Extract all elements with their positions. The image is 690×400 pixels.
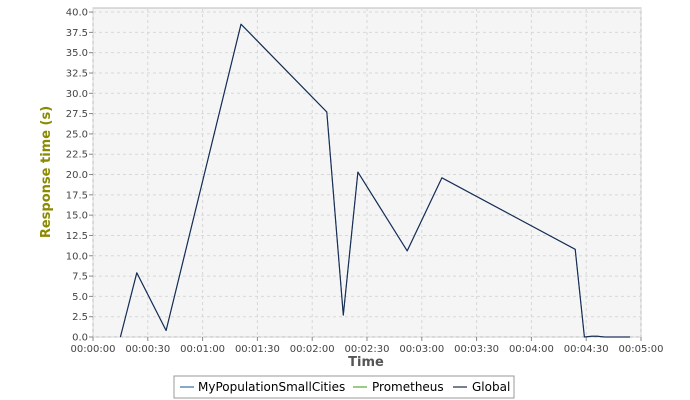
x-tick-label: 00:03:00: [399, 344, 444, 355]
y-tick-label: 10.0: [66, 251, 88, 262]
y-tick-label: 27.5: [66, 109, 88, 120]
y-axis: 0.0 2.5 5.0 7.5 10.0 12.5 15.0 17.5 20.0 22.5 25.0…: [66, 8, 93, 344]
y-tick-label: 15.0: [66, 211, 88, 222]
series-layer: [119, 23, 630, 338]
x-tick-label: 00:04:00: [509, 344, 554, 355]
y-axis-title: Response time (s): [39, 106, 54, 238]
y-tick-label: 5.0: [72, 292, 88, 303]
y-tick-label: 25.0: [66, 129, 88, 140]
legend-label-prometheus: Prometheus: [372, 380, 444, 394]
x-tick-label: 00:00:00: [71, 344, 116, 355]
x-tick-label: 00:01:00: [180, 344, 225, 355]
y-tick-label: 22.5: [66, 150, 88, 161]
legend-label-mypopulationsmallcities: MyPopulationSmallCities: [198, 380, 345, 394]
x-tick-label: 00:02:00: [290, 344, 335, 355]
y-tick-label: 17.5: [66, 190, 88, 201]
series-line-global: [119, 23, 630, 338]
y-tick-label: 40.0: [66, 8, 88, 19]
x-tick-label: 00:00:30: [125, 344, 170, 355]
y-tick-label: 30.0: [66, 89, 88, 100]
x-tick-label: 00:03:30: [454, 344, 499, 355]
y-tick-label: 37.5: [66, 28, 88, 39]
legend-box: [173, 375, 515, 399]
x-axis-title: Time: [348, 355, 384, 370]
x-axis: 00:00:00 00:00:30 00:01:00 00:01:30 00:02:00…: [71, 337, 664, 355]
y-tick-label: 35.0: [66, 48, 88, 59]
y-tick-label: 0.0: [72, 333, 88, 344]
legend-label-global: Global: [472, 380, 510, 394]
x-tick-label: 00:01:30: [235, 344, 280, 355]
x-tick-label: 00:05:00: [619, 344, 664, 355]
x-tick-label: 00:02:30: [345, 344, 390, 355]
legend: MyPopulationSmallCities Prometheus Globa…: [173, 375, 515, 399]
y-tick-label: 32.5: [66, 68, 88, 79]
x-tick-label: 00:04:30: [564, 344, 609, 355]
grid: [92, 8, 642, 338]
y-tick-label: 7.5: [72, 272, 88, 283]
y-tick-label: 2.5: [72, 312, 88, 323]
y-tick-label: 12.5: [66, 231, 88, 242]
y-tick-label: 20.0: [66, 170, 88, 181]
